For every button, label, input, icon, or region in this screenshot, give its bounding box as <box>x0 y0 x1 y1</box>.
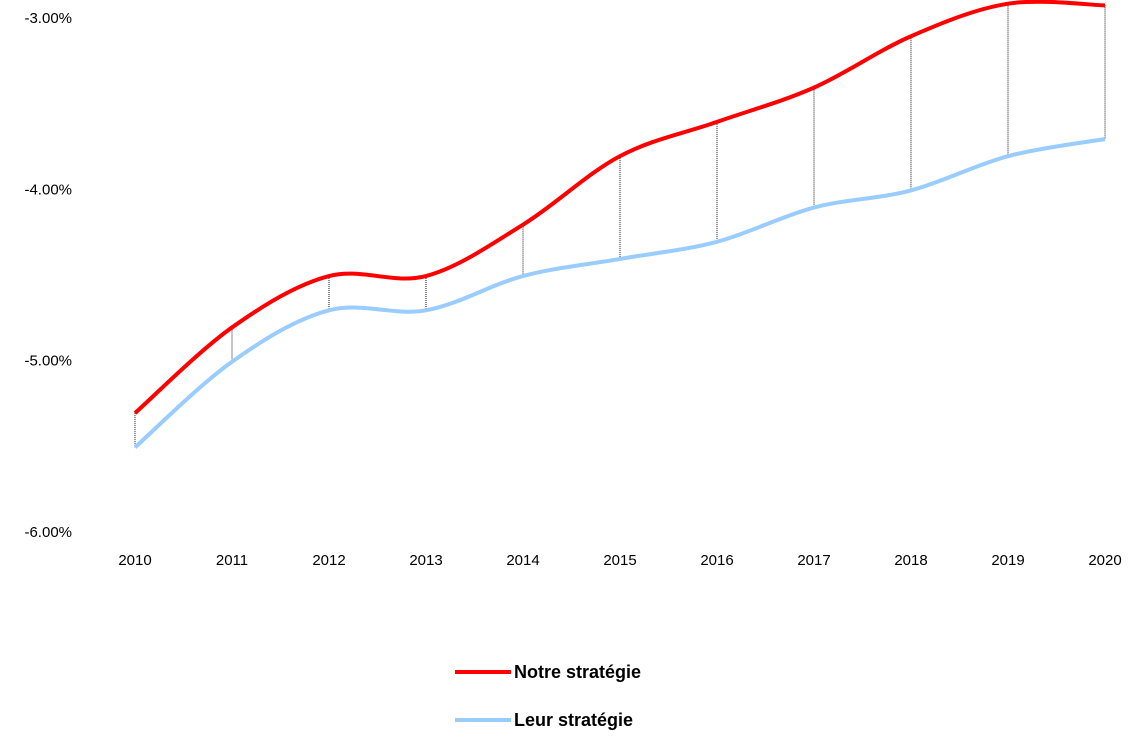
y-tick-label: -4.00% <box>24 181 72 198</box>
x-tick-label: 2019 <box>991 552 1024 569</box>
x-tick-label: 2018 <box>894 552 927 569</box>
x-tick-label: 2014 <box>506 552 539 569</box>
x-tick-label: 2013 <box>409 552 442 569</box>
line-series <box>133 0 1106 415</box>
legend-label: Leur stratégie <box>514 710 633 730</box>
x-tick-label: 2011 <box>216 552 248 569</box>
legend-label: Notre stratégie <box>514 662 641 682</box>
x-tick-label: 2020 <box>1088 552 1121 569</box>
y-tick-label: -5.00% <box>24 353 72 370</box>
x-tick-label: 2012 <box>312 552 345 569</box>
line-series <box>133 137 1106 449</box>
x-tick-label: 2015 <box>603 552 636 569</box>
x-tick-label: 2017 <box>797 552 830 569</box>
y-tick-label: -3.00% <box>24 10 72 27</box>
x-tick-label: 2016 <box>700 552 733 569</box>
y-tick-label: -6.00% <box>24 524 72 541</box>
x-tick-label: 2010 <box>118 552 151 569</box>
